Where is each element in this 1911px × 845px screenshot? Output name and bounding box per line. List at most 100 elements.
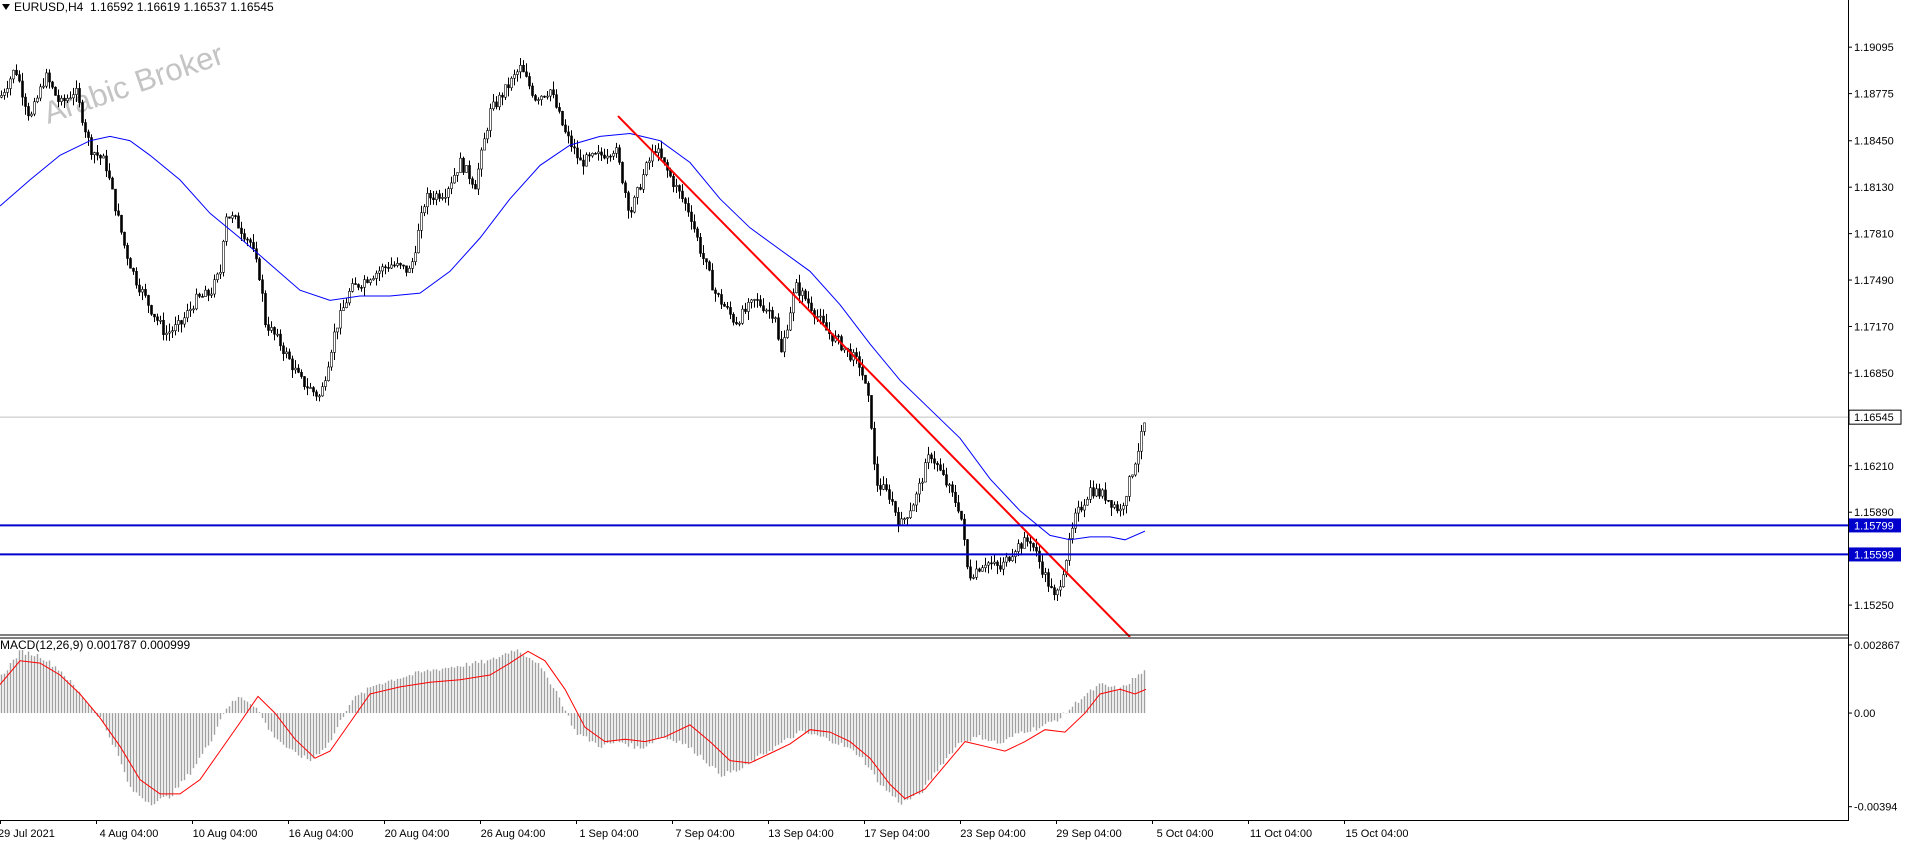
candle [267,316,270,336]
candle [729,301,732,320]
candle [555,89,558,109]
candle [804,288,807,301]
candle [369,278,372,286]
candle [486,127,489,144]
candle [954,485,957,507]
price-axis: 1.19095 1.18775 1.18450 1.18130 1.17810 1.174… [1848,42,1902,612]
candle [3,88,6,100]
candle [1065,559,1068,578]
time-tick-label: 16 Aug 04:00 [289,828,354,840]
candle [210,287,213,299]
candle [276,328,279,338]
time-tick-label: 29 Jul 2021 [0,828,55,840]
candle [987,561,990,574]
candle [390,257,393,270]
price-tick-label: 1.15250 [1854,600,1894,612]
candle [252,234,255,253]
candle [969,559,972,581]
candle [744,302,747,314]
candle [867,381,870,402]
candle [543,95,546,99]
candle [645,161,648,177]
candle [318,394,321,402]
candle [333,323,336,360]
candle [300,369,303,379]
candle [1134,462,1137,477]
candle [237,212,240,229]
candle [138,278,141,296]
candle [492,94,495,111]
candle [540,95,543,106]
candle [801,287,804,303]
candle [153,313,156,323]
candle [984,557,987,573]
candle [366,276,369,284]
candle [975,560,978,580]
candle [363,275,366,296]
candle [1128,475,1131,502]
low-value: 1.16537 [183,0,227,14]
candle [396,257,399,268]
macd-main-value: 0.001787 [86,638,137,652]
candle [372,275,375,281]
time-tick-label: 17 Sep 04:00 [864,828,929,840]
candle [360,285,363,292]
macd-axis: 0.002867 0.00 -0.00394 [1848,640,1900,814]
candle [1026,534,1029,547]
candle [306,378,309,396]
candle [258,257,261,281]
candle [690,205,693,230]
candle [204,285,207,297]
candle [579,149,582,161]
candle [171,326,174,339]
candle [69,91,72,100]
candle [1125,495,1128,514]
candle [978,567,981,573]
time-tick-label: 4 Aug 04:00 [100,828,159,840]
candle [957,494,960,514]
candle [1074,508,1077,534]
candle [36,95,39,104]
candle [963,513,966,546]
time-tick-label: 1 Sep 04:00 [579,828,638,840]
candle [201,293,204,298]
candle [498,92,501,111]
candle [15,64,18,77]
candle [552,81,555,99]
candle [993,553,996,566]
downtrend-line[interactable] [617,115,1131,637]
price-tick-label: 1.16850 [1854,368,1894,380]
candle [66,94,69,103]
candle [678,184,681,199]
candle [60,95,63,106]
macd-label: MACD(12,26,9) [0,638,84,652]
candle [756,293,759,308]
price-tick-label: 1.17170 [1854,321,1894,333]
candle [627,190,630,219]
candle [327,361,330,382]
candle [693,214,696,233]
chevron-down-icon[interactable] [2,4,10,10]
candle [1041,555,1044,578]
candle [717,292,720,298]
candle [387,262,390,272]
candle [84,119,87,138]
candle [99,154,102,165]
candle [942,463,945,476]
candle [423,204,426,217]
candle [525,63,528,78]
candle [87,129,90,146]
candle [1086,496,1089,506]
candle [1002,557,1005,576]
candle [504,84,507,100]
candle [1056,588,1059,601]
candle [1029,535,1032,552]
macd-signal-value: 0.000999 [140,638,191,652]
candle [63,94,66,108]
candle [474,180,477,190]
candle [219,264,222,279]
candle [132,267,135,275]
candle [273,326,276,341]
candle [507,77,510,97]
